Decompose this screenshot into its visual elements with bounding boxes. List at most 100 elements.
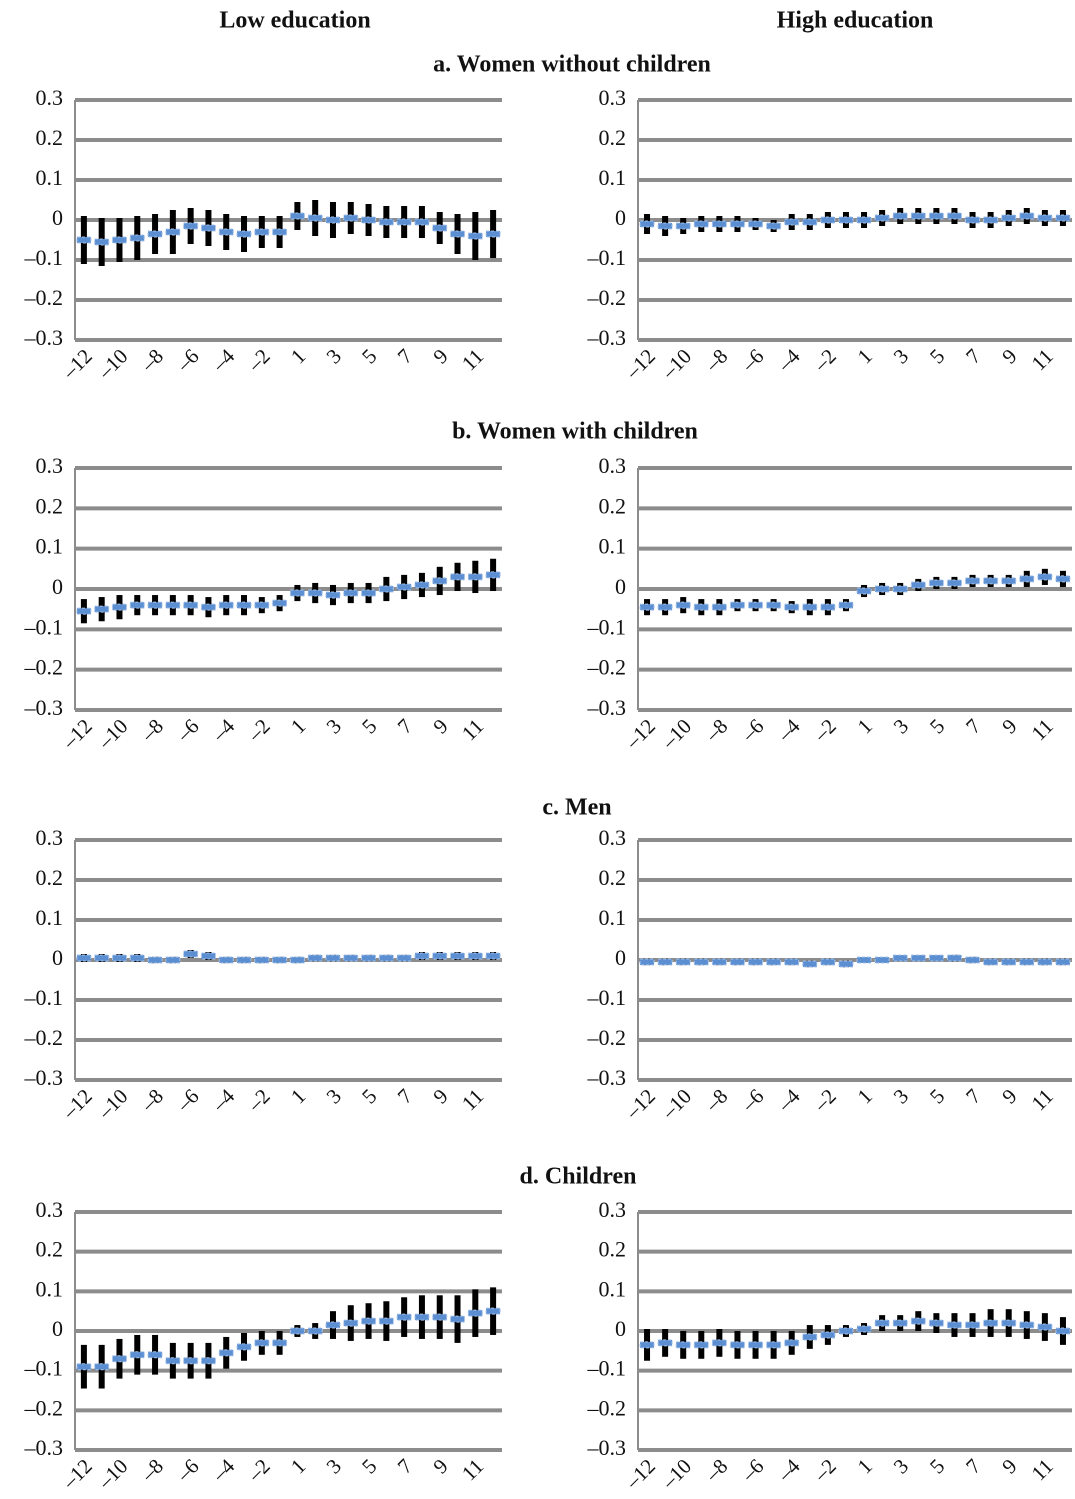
point-estimate: [450, 230, 466, 238]
point-estimate: [165, 956, 181, 964]
y-tick-label: –0.3: [587, 695, 627, 720]
point-estimate: [766, 222, 782, 230]
point-estimate: [94, 238, 110, 246]
point-estimate: [450, 1315, 466, 1323]
x-tick-label: –10: [92, 344, 132, 384]
point-estimate: [361, 1317, 377, 1325]
y-tick-label: 0.2: [36, 493, 64, 518]
point-estimate: [946, 579, 962, 587]
point-estimate: [111, 236, 127, 244]
x-tick-label: –6: [736, 714, 769, 747]
y-tick-label: –0.1: [24, 1356, 64, 1381]
x-tick-label: 7: [393, 344, 417, 368]
y-tick-label: 0.3: [599, 825, 627, 850]
point-estimate: [693, 603, 709, 611]
point-estimate: [693, 1341, 709, 1349]
point-estimate: [657, 958, 673, 966]
point-estimate: [361, 216, 377, 224]
point-estimate: [432, 952, 448, 960]
point-estimate: [657, 1339, 673, 1347]
point-estimate: [467, 232, 483, 240]
point-estimate: [272, 956, 288, 964]
x-tick-label: 5: [357, 1084, 381, 1108]
point-estimate: [748, 1341, 764, 1349]
point-estimate: [1019, 1321, 1035, 1329]
point-estimate: [784, 603, 800, 611]
point-estimate: [766, 601, 782, 609]
x-tick-label: 7: [961, 714, 985, 738]
point-estimate: [748, 601, 764, 609]
point-estimate: [711, 220, 727, 228]
point-estimate: [218, 228, 234, 236]
x-tick-label: 11: [457, 1454, 488, 1485]
point-estimate: [1019, 212, 1035, 220]
point-estimate: [236, 1343, 252, 1351]
x-tick-label: –8: [700, 1454, 733, 1487]
y-tick-label: –0.3: [24, 695, 64, 720]
point-estimate: [272, 1339, 288, 1347]
point-estimate: [1055, 958, 1071, 966]
point-estimate: [414, 1313, 430, 1321]
x-tick-label: –6: [736, 1454, 769, 1487]
point-estimate: [820, 958, 836, 966]
point-estimate: [94, 1363, 110, 1371]
point-estimate: [874, 956, 890, 964]
x-tick-label: –2: [808, 1084, 841, 1117]
y-tick-label: –0.2: [587, 1395, 627, 1420]
x-tick-label: 3: [322, 344, 346, 368]
y-tick-label: 0.2: [36, 125, 64, 150]
point-estimate: [183, 222, 199, 230]
point-estimate: [307, 954, 323, 962]
x-tick-label: –8: [700, 1084, 733, 1117]
point-estimate: [1001, 1319, 1017, 1327]
point-estimate: [1037, 1323, 1053, 1331]
point-estimate: [639, 1341, 655, 1349]
x-tick-label: –6: [736, 344, 769, 377]
point-estimate: [802, 603, 818, 611]
x-tick-label: 11: [457, 1084, 488, 1115]
x-tick-label: –4: [772, 1084, 805, 1117]
x-tick-label: –4: [207, 1454, 240, 1487]
x-tick-label: –10: [656, 344, 696, 384]
x-tick-label: –12: [620, 1454, 660, 1494]
y-tick-label: –0.3: [24, 325, 64, 350]
y-tick-label: –0.1: [24, 245, 64, 270]
point-estimate: [343, 1319, 359, 1327]
point-estimate: [983, 958, 999, 966]
point-estimate: [129, 234, 145, 242]
point-estimate: [639, 603, 655, 611]
point-estimate: [928, 579, 944, 587]
x-tick-label: –8: [135, 1454, 168, 1487]
y-tick-label: –0.2: [587, 285, 627, 310]
point-estimate: [200, 603, 216, 611]
x-tick-label: –4: [772, 714, 805, 747]
point-estimate: [820, 603, 836, 611]
point-estimate: [693, 958, 709, 966]
point-estimate: [94, 605, 110, 613]
x-tick-label: –6: [171, 1084, 204, 1117]
point-estimate: [802, 960, 818, 968]
point-estimate: [874, 1319, 890, 1327]
point-estimate: [289, 212, 305, 220]
point-estimate: [272, 599, 288, 607]
point-estimate: [343, 214, 359, 222]
point-estimate: [200, 952, 216, 960]
x-tick-label: 1: [853, 714, 877, 738]
point-estimate: [928, 1319, 944, 1327]
y-tick-label: –0.3: [587, 1065, 627, 1090]
x-tick-label: –2: [808, 714, 841, 747]
point-estimate: [467, 952, 483, 960]
x-tick-label: –10: [92, 1454, 132, 1494]
point-estimate: [874, 585, 890, 593]
x-tick-label: –2: [808, 344, 841, 377]
point-estimate: [361, 589, 377, 597]
point-estimate: [1055, 575, 1071, 583]
column-header: High education: [777, 8, 934, 34]
x-tick-label: 11: [1027, 714, 1058, 745]
x-tick-label: 3: [889, 344, 913, 368]
point-estimate: [928, 954, 944, 962]
point-estimate: [1037, 958, 1053, 966]
point-estimate: [76, 954, 92, 962]
x-tick-label: –8: [135, 1084, 168, 1117]
